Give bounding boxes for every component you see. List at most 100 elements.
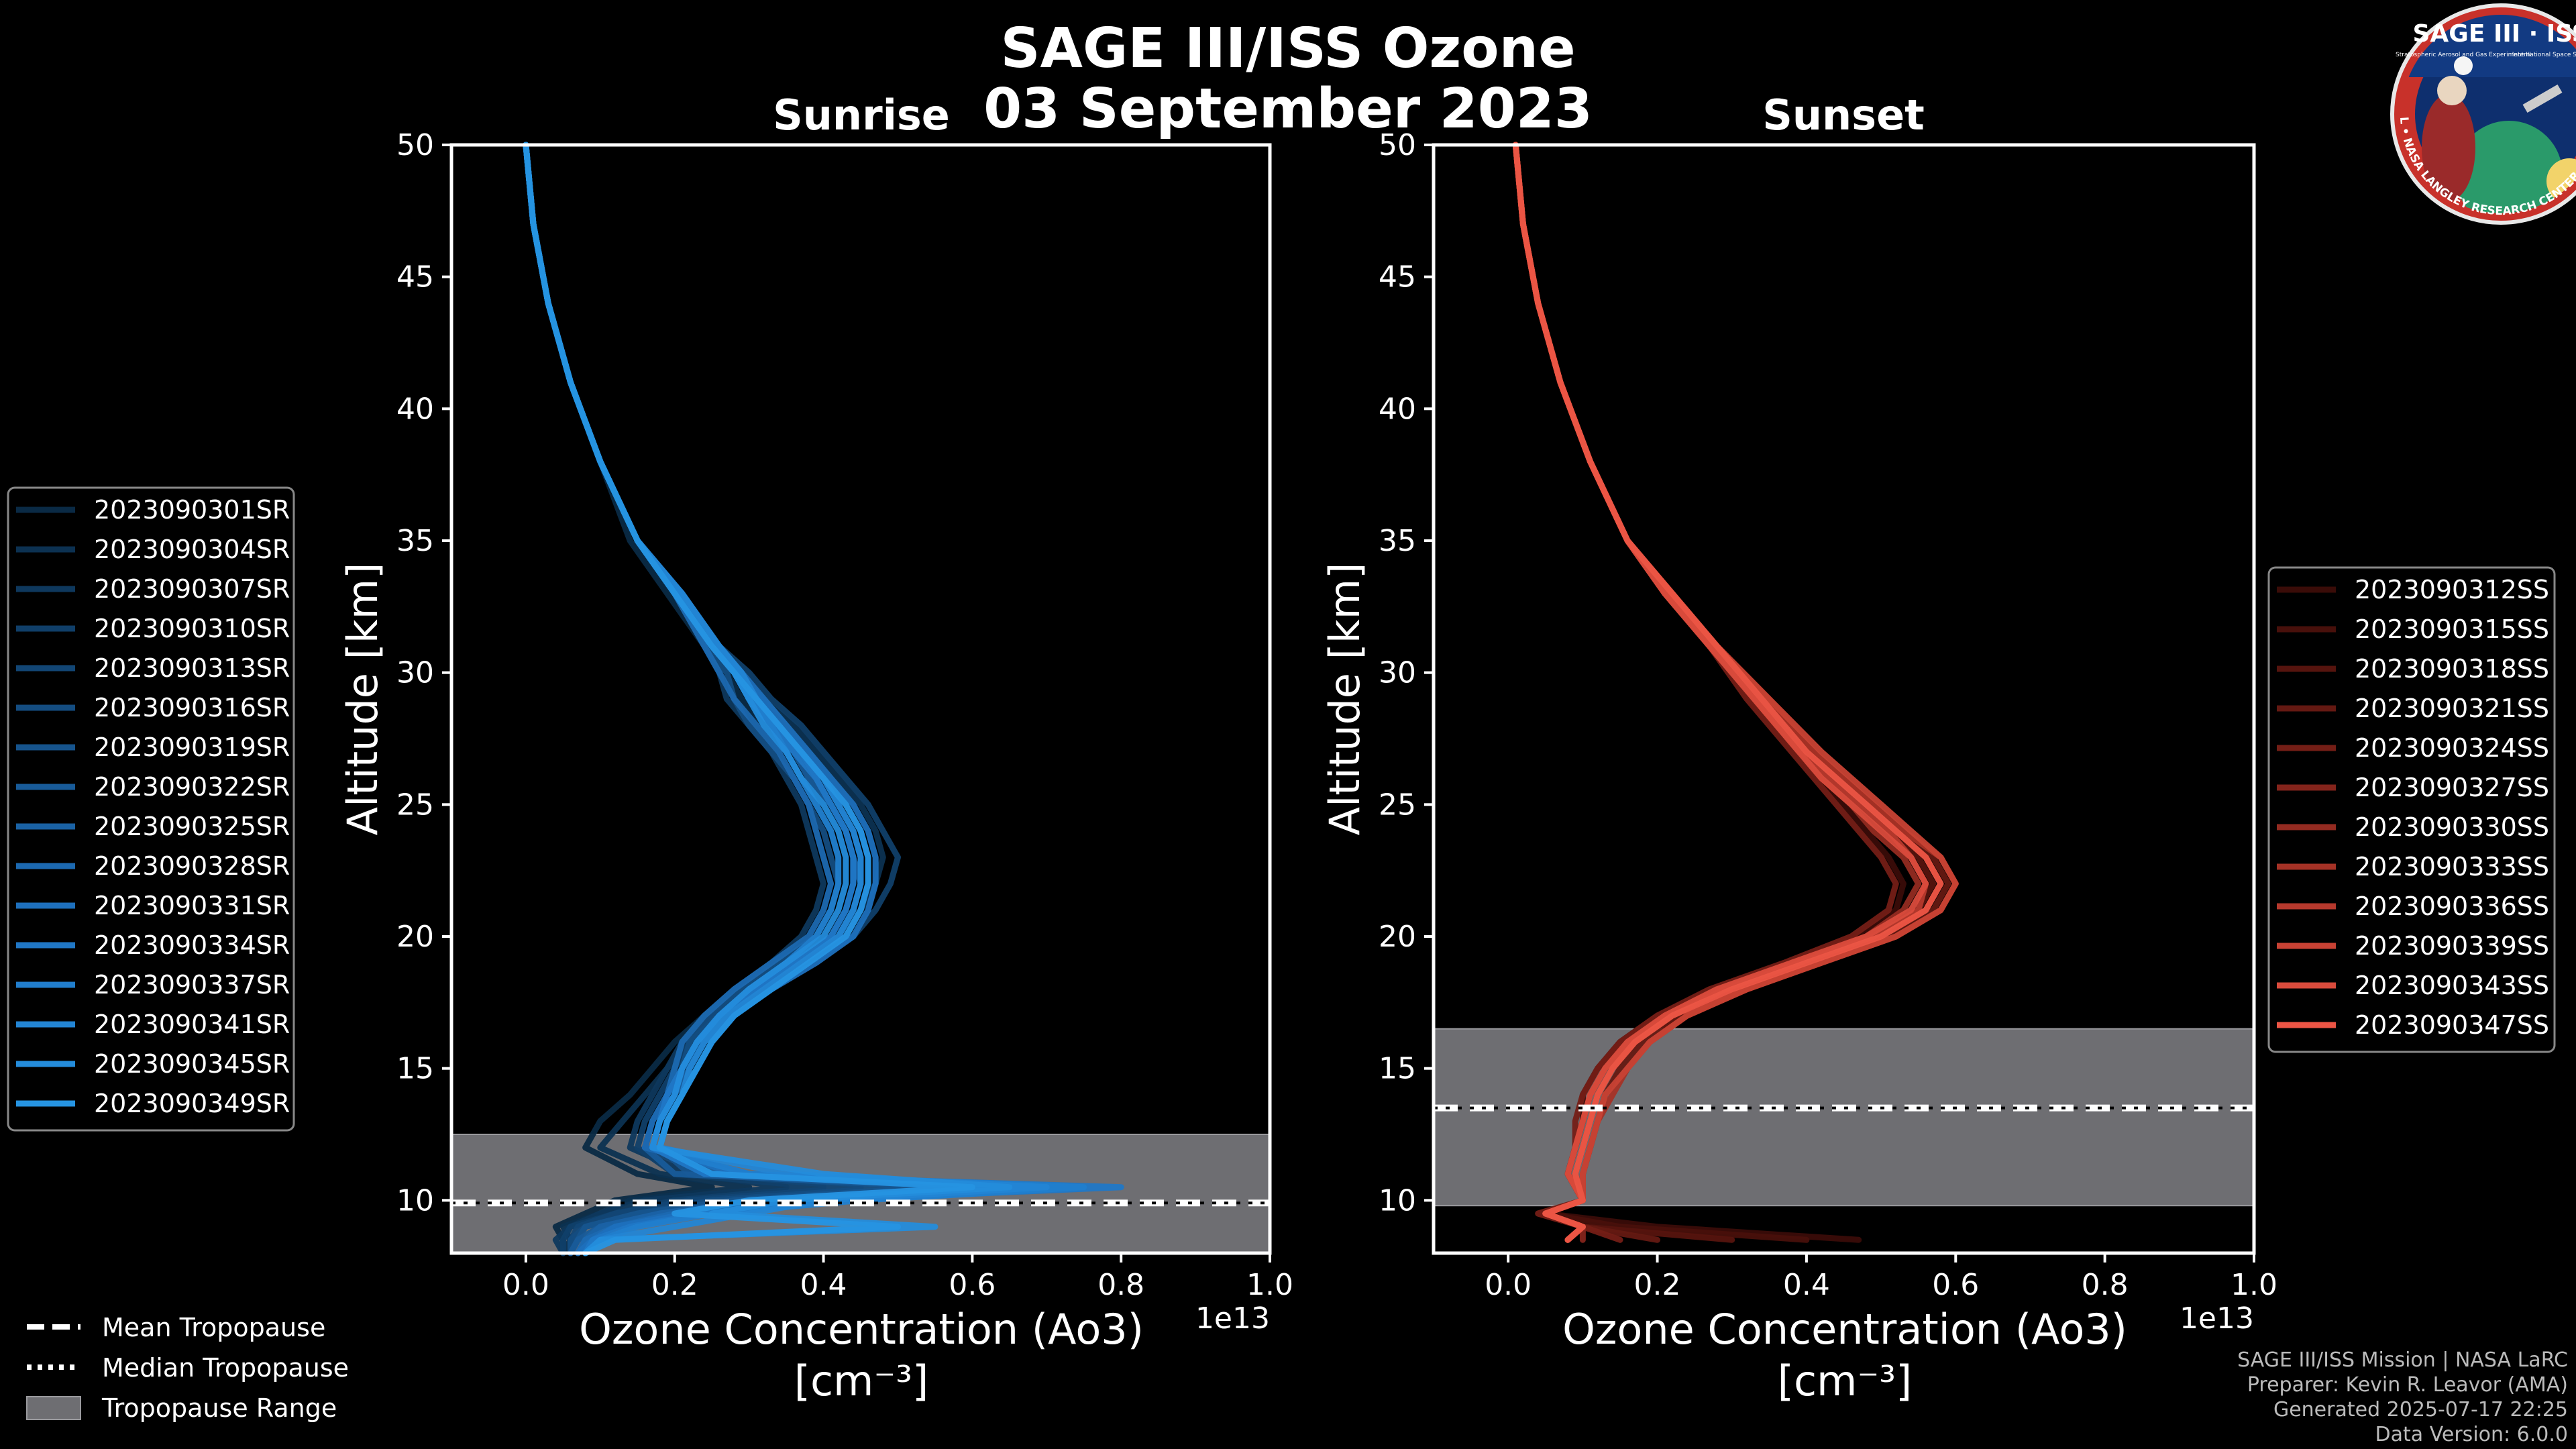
profile-line-2023090349SR	[523, 142, 975, 1256]
logo-subtitle-right: International Space Station	[2512, 52, 2576, 58]
legend-label: 2023090313SR	[94, 653, 290, 683]
footer-mission: SAGE III/ISS Mission | NASA LaRC	[2237, 1348, 2568, 1372]
legend-label: 2023090316SR	[94, 693, 290, 722]
y-tick-label: 30	[396, 656, 434, 690]
sunset-panel: Sunset 0.0 0.2 0.4 0.6 0.8 1.0 10 15 20 25 30 35 40…	[1320, 91, 2277, 1405]
legend-label: 2023090322SR	[94, 772, 290, 802]
y-tick-label: 25	[396, 788, 434, 822]
sunrise-x-axis-label-line2: [cm⁻³]	[794, 1356, 928, 1405]
sunrise-y-ticks: 10 15 20 25 30 35 40 45 50	[396, 128, 451, 1218]
legend-label: 2023090331SR	[94, 891, 290, 920]
legend-tropopause-range-swatch	[26, 1396, 81, 1420]
sunrise-x-ticks: 0.0 0.2 0.4 0.6 0.8 1.0	[502, 1253, 1293, 1302]
logo-subtitle-left: Stratospheric Aerosol and Gas Experiment…	[2396, 52, 2531, 58]
x-tick-label: 0.8	[1097, 1268, 1144, 1302]
logo-title: SAGE III · ISS	[2412, 20, 2576, 48]
legend-label: 2023090349SR	[94, 1089, 290, 1118]
sunrise-legend-box	[7, 486, 295, 1132]
sunrise-legend: 2023090301SR 2023090304SR 2023090307SR 2023…	[7, 486, 295, 1132]
legend-label: 2023090304SR	[94, 535, 290, 564]
logo-wizard-icon	[2422, 94, 2475, 201]
sunrise-panel-title: Sunrise	[773, 91, 950, 140]
y-tick-label: 50	[396, 128, 434, 162]
y-tick-label: 35	[1379, 524, 1416, 558]
sunrise-plot-frame	[449, 143, 1272, 1255]
x-tick-label: 0.4	[1783, 1268, 1830, 1302]
y-tick-label: 10	[1379, 1183, 1416, 1218]
footer-data-version: Data Version: 6.0.0	[2375, 1423, 2568, 1446]
sunset-legend-box	[2267, 566, 2556, 1053]
y-tick-label: 20	[1379, 920, 1416, 954]
legend-label: 2023090324SS	[2355, 733, 2549, 763]
legend-label: 2023090319SR	[94, 733, 290, 762]
legend-label: 2023090315SS	[2355, 614, 2549, 644]
sunset-panel-title: Sunset	[1762, 91, 1925, 140]
sunset-y-ticks: 10 15 20 25 30 35 40 45 50	[1379, 128, 1434, 1218]
legend-label: 2023090327SS	[2355, 773, 2549, 802]
sunrise-x-scale-label: 1e13	[1195, 1301, 1270, 1336]
figure-title-line1: SAGE III/ISS Ozone	[1000, 17, 1575, 80]
y-tick-label: 40	[1379, 392, 1416, 426]
sunset-y-axis-label: Altitude [km]	[1320, 563, 1369, 836]
y-tick-label: 20	[396, 920, 434, 954]
legend-label: 2023090341SR	[94, 1010, 290, 1039]
x-tick-label: 1.0	[1246, 1268, 1293, 1302]
x-tick-label: 0.8	[2082, 1268, 2129, 1302]
x-tick-label: 0.6	[949, 1268, 996, 1302]
footer-generated: Generated 2025-07-17 22:25	[2273, 1398, 2568, 1421]
legend-mean-tropopause-label: Mean Tropopause	[102, 1313, 325, 1342]
y-tick-label: 30	[1379, 656, 1416, 690]
legend-label: 2023090336SS	[2355, 892, 2549, 921]
legend-tropopause-range-label: Tropopause Range	[101, 1393, 337, 1423]
y-tick-label: 15	[396, 1052, 434, 1086]
x-tick-label: 0.2	[651, 1268, 698, 1302]
x-tick-label: 0.0	[1485, 1268, 1532, 1302]
legend-label: 2023090307SR	[94, 574, 290, 604]
legend-label: 2023090330SS	[2355, 812, 2549, 842]
x-tick-label: 0.2	[1634, 1268, 1681, 1302]
x-tick-label: 0.0	[502, 1268, 549, 1302]
sunrise-panel: Sunrise 0.0 0.2 0.4 0.6 0.8 1.0 10 15 20 25 30 35 4…	[338, 91, 1293, 1405]
sunset-tropopause-range	[1433, 1028, 2255, 1207]
legend-label: 2023090321SS	[2355, 694, 2549, 723]
y-tick-label: 45	[1379, 260, 1416, 294]
y-tick-label: 25	[1379, 788, 1416, 822]
sunset-legend: 2023090312SS 2023090315SS 2023090318SS 2023…	[2267, 566, 2556, 1053]
y-tick-label: 45	[396, 260, 434, 294]
x-tick-label: 1.0	[2231, 1268, 2277, 1302]
y-tick-label: 35	[396, 524, 434, 558]
sunset-x-scale-label: 1e13	[2180, 1301, 2254, 1336]
legend-label: 2023090301SR	[94, 495, 290, 525]
sunset-x-axis-label-line2: [cm⁻³]	[1778, 1356, 1912, 1405]
tropopause-legend: Mean Tropopause Median Tropopause Tropop…	[26, 1313, 349, 1423]
legend-label: 2023090325SR	[94, 812, 290, 841]
legend-label: 2023090328SR	[94, 851, 290, 881]
legend-label: 2023090339SS	[2355, 931, 2549, 961]
legend-label: 2023090312SS	[2355, 575, 2549, 604]
y-tick-label: 10	[396, 1183, 434, 1218]
x-tick-label: 0.6	[1932, 1268, 1979, 1302]
sunset-profile-lines	[1512, 142, 1959, 1243]
figure-title-line2: 03 September 2023	[983, 77, 1593, 141]
y-tick-label: 15	[1379, 1052, 1416, 1086]
legend-median-tropopause-label: Median Tropopause	[102, 1353, 349, 1383]
legend-label: 2023090318SS	[2355, 654, 2549, 684]
sunrise-x-axis-label-line1: Ozone Concentration (Ao3)	[579, 1305, 1144, 1354]
y-tick-label: 50	[1379, 128, 1416, 162]
sunset-x-ticks: 0.0 0.2 0.4 0.6 0.8 1.0	[1485, 1253, 2277, 1302]
logo-earth-icon	[2455, 121, 2563, 213]
legend-label: 2023090333SS	[2355, 852, 2549, 881]
y-tick-label: 40	[396, 392, 434, 426]
sunset-plot-frame	[1432, 143, 2256, 1255]
x-tick-label: 0.4	[800, 1268, 847, 1302]
sunrise-y-axis-label: Altitude [km]	[338, 563, 387, 836]
sunrise-profile-lines	[523, 142, 1124, 1256]
legend-label: 2023090310SR	[94, 614, 290, 643]
legend-label: 2023090334SR	[94, 930, 290, 960]
legend-label: 2023090347SS	[2355, 1010, 2549, 1040]
legend-label: 2023090345SR	[94, 1049, 290, 1079]
footer-preparer: Preparer: Kevin R. Leavor (AMA)	[2247, 1373, 2568, 1397]
sunset-x-axis-label-line1: Ozone Concentration (Ao3)	[1562, 1305, 2127, 1354]
profile-line-2023090347SS	[1512, 142, 1944, 1243]
